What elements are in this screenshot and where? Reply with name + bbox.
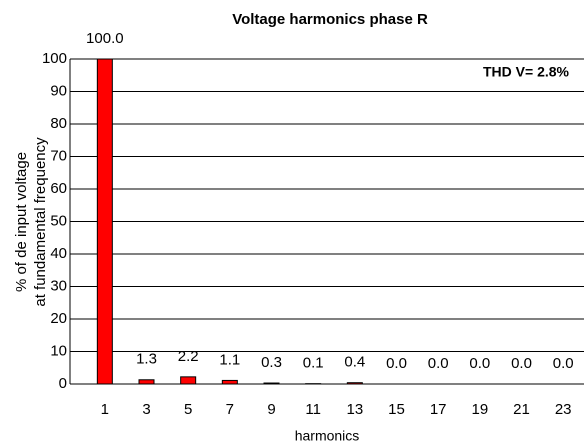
y-tick-label: 50 <box>50 212 67 229</box>
x-tick-label: 7 <box>226 401 234 418</box>
x-tick-label: 11 <box>305 401 321 418</box>
bar <box>346 382 363 385</box>
value-label: 0.4 <box>344 354 365 371</box>
bar <box>180 376 197 385</box>
x-tick-label: 23 <box>555 401 572 418</box>
x-tick-label: 19 <box>471 401 488 418</box>
y-tick-label: 80 <box>50 115 67 132</box>
value-label: 2.2 <box>178 348 199 365</box>
y-tick-label: 10 <box>50 342 67 359</box>
bar <box>263 382 280 385</box>
bar <box>96 58 113 385</box>
x-tick-label: 1 <box>101 401 109 418</box>
x-tick-label: 17 <box>430 401 447 418</box>
value-label: 0.0 <box>553 355 574 372</box>
chart-title: Voltage harmonics phase R <box>232 11 428 28</box>
y-tick-label: 100 <box>42 50 67 67</box>
x-tick-label: 5 <box>184 401 192 418</box>
value-label: 1.1 <box>219 351 240 368</box>
x-tick-label: 21 <box>513 401 530 418</box>
bar <box>221 379 238 385</box>
value-label: 0.0 <box>428 355 449 372</box>
y-axis-label: % of de input voltage <box>13 152 30 292</box>
y-tick-label: 0 <box>59 375 67 392</box>
value-label: 100.0 <box>86 30 124 47</box>
y-tick-label: 30 <box>50 277 67 294</box>
x-tick-label: 3 <box>142 401 150 418</box>
value-label: 0.1 <box>303 355 324 372</box>
y-tick-label: 40 <box>50 245 67 262</box>
y-tick-label: 20 <box>50 310 67 327</box>
y-axis-label: at fundamental frequency <box>32 137 49 307</box>
value-label: 0.0 <box>469 355 490 372</box>
x-tick-label: 15 <box>388 401 405 418</box>
y-tick-label: 60 <box>50 180 67 197</box>
annotation: THD V= 2.8% <box>483 64 570 80</box>
bar <box>138 379 155 385</box>
value-label: 0.0 <box>511 355 532 372</box>
value-label: 1.3 <box>136 351 157 368</box>
x-axis-label: harmonics <box>295 428 360 443</box>
y-tick-label: 70 <box>50 147 67 164</box>
value-label: 0.0 <box>386 355 407 372</box>
x-tick-label: 13 <box>346 401 363 418</box>
value-label: 0.3 <box>261 354 282 371</box>
x-tick-label: 9 <box>267 401 275 418</box>
y-tick-label: 90 <box>50 82 67 99</box>
